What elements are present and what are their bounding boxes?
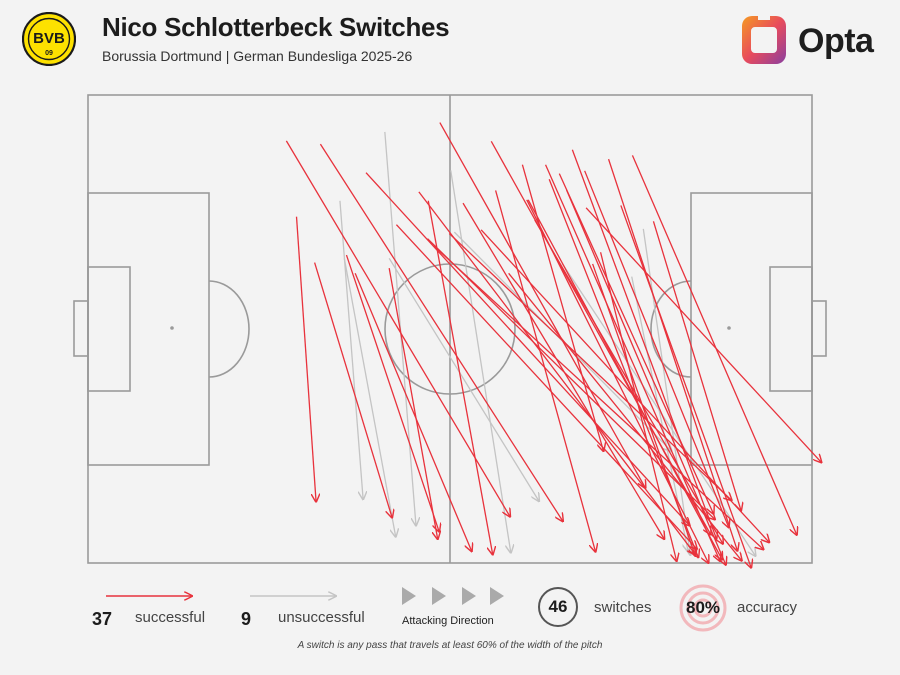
successful-pass-arrow — [395, 224, 696, 549]
unsuccessful-pass-arrow — [388, 257, 539, 501]
opta-logo-icon — [742, 12, 786, 64]
successful-pass-arrow — [490, 141, 710, 534]
successful-pass-arrow — [508, 272, 742, 560]
page-title: Nico Schlotterbeck Switches — [102, 12, 450, 42]
successful-pass-arrow — [558, 173, 713, 514]
accuracy-badge: 80% — [679, 584, 727, 632]
successful-pass-arrow — [295, 216, 317, 502]
successful-pass-arrow — [620, 205, 751, 567]
footnote: A switch is any pass that travels at lea… — [297, 640, 603, 651]
left-goal — [73, 300, 89, 357]
left-penalty-area — [87, 192, 210, 466]
unsuccessful-pass-arrow — [642, 228, 690, 555]
unsuccessful-arrow-icon — [250, 587, 344, 603]
successful-pass-arrow — [345, 254, 439, 532]
successful-pass-arrow — [521, 164, 603, 451]
unsuccessful-pass-arrow — [343, 258, 395, 536]
left-penalty-arc — [208, 280, 250, 378]
legend: 37 successful 9 unsuccessful Attacking D… — [0, 575, 900, 675]
target-icon — [679, 584, 727, 632]
pitch-spots — [170, 326, 731, 330]
successful-pass-arrow — [544, 164, 720, 561]
successful-pass-arrow — [354, 273, 472, 551]
successful-pass-arrow — [534, 219, 723, 544]
right-goal — [811, 300, 827, 357]
accuracy-label: accuracy — [737, 599, 798, 616]
successful-pass-arrow — [652, 221, 741, 510]
right-six-yard-box — [769, 266, 813, 392]
successful-pass-arrow — [584, 170, 729, 528]
successful-pass-arrow — [285, 140, 510, 517]
successful-label: successful — [135, 609, 206, 626]
unsuccessful-pass-arrow — [450, 170, 511, 552]
crest-year: 09 — [45, 50, 53, 57]
successful-arrow-icon — [106, 587, 200, 603]
opta-brand: Opta — [738, 10, 888, 70]
successful-pass-arrow — [571, 149, 716, 539]
successful-pass-arrow — [585, 207, 821, 463]
page-subtitle: Borussia Dortmund | German Bundesliga 20… — [102, 48, 413, 64]
pitch — [73, 94, 827, 564]
right-penalty-spot — [727, 326, 731, 330]
successful-pass-arrow — [388, 268, 438, 539]
switches-count: 46 — [538, 587, 578, 627]
bvb-crest-icon: BVB 09 — [22, 12, 76, 66]
passes-layer — [285, 122, 821, 568]
attacking-direction-icon — [402, 587, 504, 605]
successful-pass-arrow — [427, 238, 715, 520]
successful-pass-arrow — [433, 245, 763, 549]
successful-count: 37 — [92, 609, 113, 629]
successful-pass-arrow — [448, 233, 731, 501]
successful-pass-arrow — [526, 199, 709, 563]
successful-pass-arrow — [439, 122, 646, 489]
successful-pass-arrow — [365, 172, 690, 526]
successful-pass-arrow — [527, 199, 722, 560]
left-penalty-spot — [170, 326, 174, 330]
successful-pass-arrow — [418, 191, 696, 555]
header: BVB 09 Nico Schlotterbeck Switches Borus… — [0, 0, 900, 80]
right-penalty-arc — [650, 280, 692, 378]
successful-pass-arrow — [631, 155, 796, 535]
unsuccessful-pass-arrow — [339, 200, 363, 500]
unsuccessful-pass-arrow — [631, 276, 688, 552]
successful-pass-arrow — [494, 190, 596, 551]
accuracy-value: 80% — [685, 598, 721, 617]
successful-pass-arrow — [319, 143, 563, 521]
switches-label: switches — [594, 599, 652, 616]
successful-pass-arrow — [427, 200, 492, 555]
successful-pass-arrow — [313, 262, 392, 518]
right-penalty-area — [690, 192, 813, 466]
opta-wordmark: Opta — [798, 22, 874, 60]
successful-pass-arrow — [548, 179, 698, 557]
unsuccessful-label: unsuccessful — [278, 609, 365, 626]
attacking-direction-label: Attacking Direction — [402, 615, 494, 627]
unsuccessful-count: 9 — [241, 609, 252, 629]
crest-text: BVB — [33, 30, 65, 47]
left-six-yard-box — [87, 266, 131, 392]
